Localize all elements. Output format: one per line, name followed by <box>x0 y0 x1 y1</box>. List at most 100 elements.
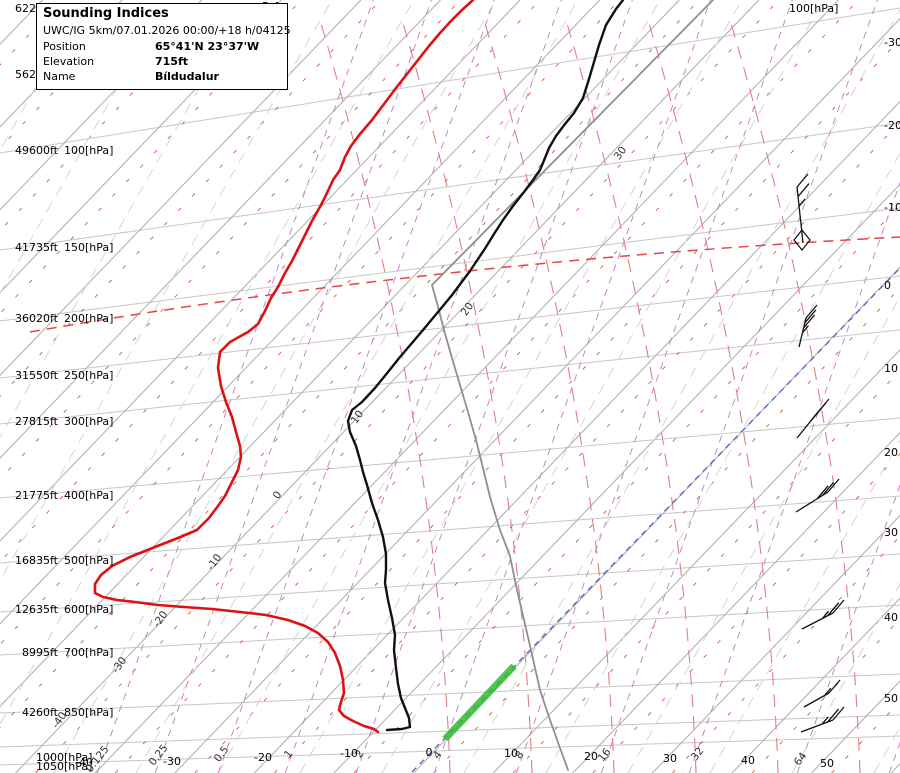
bottom-temp-label: 50 <box>820 757 834 770</box>
table-row: Elevation 715ft <box>43 55 281 70</box>
top-right-pressure-label: 100[hPa] <box>789 2 838 15</box>
isotherm-line <box>254 100 900 773</box>
isobar-line <box>0 673 900 714</box>
isotherm-line <box>0 0 282 294</box>
mixing-ratio-line <box>796 484 900 773</box>
position-label: Position <box>43 40 86 53</box>
pressure-label: 400[hPa] <box>64 489 113 502</box>
altitude-label: 36020ft <box>15 312 59 325</box>
dewpoint-curve <box>93 0 475 734</box>
wind-barb-feather <box>804 309 817 324</box>
isotherm-line <box>731 597 900 773</box>
altitude-label: 31550ft <box>15 369 59 382</box>
right-temp-label: -30 <box>884 36 900 49</box>
isobar-line <box>0 735 900 766</box>
isotherm-line <box>0 0 680 708</box>
wind-barb-feather <box>798 198 806 207</box>
isotherm-companion-dashes <box>751 618 900 773</box>
isotherm-companion-dashes <box>672 535 900 773</box>
altitude-label: 27815ft <box>15 415 59 428</box>
blue-dashed-mixing-line <box>411 267 900 773</box>
wind-barb-feather <box>821 716 829 725</box>
isotherm-inline-label: 30 <box>612 144 630 162</box>
table-row: Name Bíldudalur <box>43 70 281 85</box>
wind-barb-feather <box>805 304 818 319</box>
table-row: Position 65°41'N 23°37'W <box>43 40 281 55</box>
bottom-temp-label: -30 <box>163 755 181 768</box>
mixing-ratio-line <box>217 0 495 773</box>
dry-adiabat-line <box>0 0 87 152</box>
isobar-line <box>0 7 900 154</box>
isotherm-line <box>15 0 760 773</box>
wind-barb-feather <box>801 325 809 334</box>
mixing-ratio-label: 0.5 <box>212 744 232 765</box>
isobar-line <box>0 275 900 379</box>
altitude-label: 12635ft <box>15 603 59 616</box>
isotherm-line <box>0 0 441 459</box>
isotherm-companion-dashes <box>831 701 900 773</box>
right-temp-label: 30 <box>884 526 898 539</box>
wind-barb-feather <box>824 687 832 696</box>
isotherm-line <box>890 763 900 773</box>
pressure-label: 250[hPa] <box>64 369 113 382</box>
mixing-ratio-line <box>515 0 793 773</box>
mixing-ratio-label: 1 <box>282 748 296 761</box>
elevation-label: Elevation <box>43 55 95 68</box>
pressure-label: 500[hPa] <box>64 554 113 567</box>
isotherm-companion-dashes <box>194 39 900 773</box>
pressure-label: 200[hPa] <box>64 312 113 325</box>
temperature-curve <box>346 0 625 732</box>
panel-title: Sounding Indices <box>43 6 169 21</box>
moist-adiabat-curve <box>565 19 697 773</box>
wind-barb-feather <box>797 183 810 197</box>
pressure-label: 100[hPa] <box>64 144 113 157</box>
right-temp-label: 50 <box>884 692 898 705</box>
moist-adiabat-curve <box>647 19 779 773</box>
pressure-label: 300[hPa] <box>64 415 113 428</box>
mixing-ratio-line <box>688 181 900 773</box>
wind-barb-feather <box>827 708 840 723</box>
right-temp-label: 20 <box>884 446 898 459</box>
bottom-temp-label: 30 <box>663 752 677 765</box>
mixing-ratio-line <box>96 0 374 773</box>
mixing-ratio-line <box>433 0 711 773</box>
mixing-ratio-line <box>600 0 878 773</box>
pressure-label: 150[hPa] <box>64 241 113 254</box>
right-temp-label: 10 <box>884 362 898 375</box>
mixing-ratio-label: 64 <box>792 750 810 768</box>
isotherm-companion-dashes <box>353 204 900 773</box>
dry-adiabat-line <box>791 582 900 773</box>
isotherm-line <box>413 266 900 773</box>
elevation-value: 715ft <box>155 55 189 68</box>
sounding-meta-table: Position 65°41'N 23°37'W Elevation 715ft… <box>43 40 281 85</box>
isotherm-line <box>0 0 362 377</box>
pressure-label: 1000[hPa] <box>36 751 92 764</box>
wind-barb-feather <box>816 485 829 500</box>
moist-adiabat-curve <box>483 19 615 773</box>
isotherm-companion-dashes <box>35 0 780 773</box>
bottom-temp-label: 20 <box>584 750 598 763</box>
dry-adiabat-line <box>53 0 497 773</box>
isotherm-inline-label: -20 <box>151 609 171 630</box>
moist-adiabat-curve <box>729 19 861 773</box>
dry-adiabat-line <box>873 726 900 773</box>
wind-barb-feather <box>832 599 845 614</box>
isotherm-companion-dashes <box>114 0 859 773</box>
sounding-indices-panel: Sounding Indices UWC/IG 5km/07.01.2026 0… <box>36 3 291 90</box>
dry-adiabat-line <box>135 0 579 773</box>
pressure-label: 600[hPa] <box>64 603 113 616</box>
wind-barb-feather <box>827 478 840 493</box>
mixing-ratio-line <box>154 0 432 773</box>
isotherm-line <box>652 514 900 773</box>
isotherm-line <box>0 0 521 542</box>
dry-adiabat-line <box>463 8 900 773</box>
dry-adiabat-line <box>0 0 415 726</box>
wind-barb-feather <box>803 314 816 329</box>
diamond-marker-icon <box>793 229 811 251</box>
isotherm-inline-label: -10 <box>205 552 225 573</box>
bottom-temp-label: 40 <box>741 754 755 767</box>
altitude-label: 16835ft <box>15 554 59 567</box>
mixing-ratio-label: 16 <box>596 746 614 764</box>
